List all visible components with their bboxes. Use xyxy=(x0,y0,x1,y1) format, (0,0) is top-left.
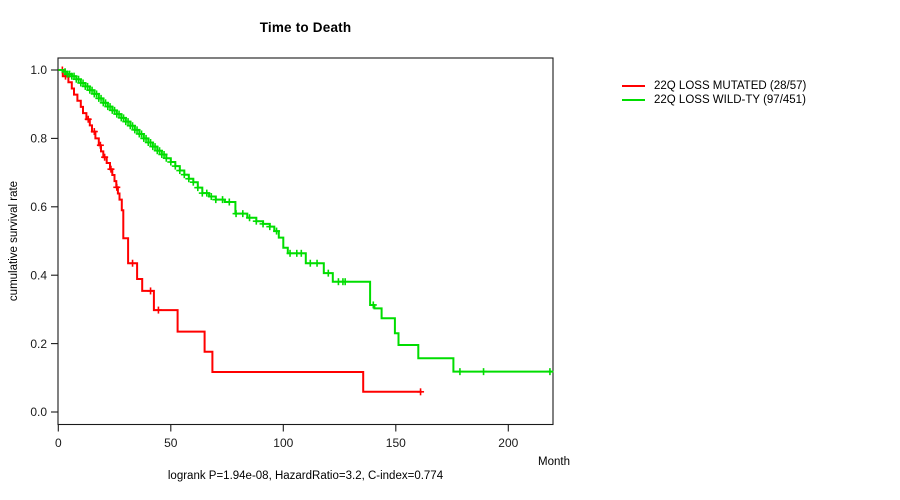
tick-label: 0.6 xyxy=(30,200,47,214)
plot-box xyxy=(57,57,554,426)
tick-label: 200 xyxy=(498,436,518,450)
plot-title: Time to Death xyxy=(259,20,352,35)
x-axis-label: Month xyxy=(538,456,570,468)
y-axis-label: cumulative survival rate xyxy=(8,180,20,302)
tick-label: 0.2 xyxy=(30,337,47,351)
legend: 22Q LOSS MUTATED (28/57) 22Q LOSS WILD-T… xyxy=(622,79,806,107)
legend-line-green-icon xyxy=(622,99,645,101)
stats-annotation: logrank P=1.94e-08, HazardRatio=3.2, C-i… xyxy=(167,470,444,482)
legend-item-mutated: 22Q LOSS MUTATED (28/57) xyxy=(622,79,806,93)
tick-label: 0 xyxy=(55,436,62,450)
tick-label: 150 xyxy=(386,436,406,450)
series-path-1 xyxy=(58,69,553,373)
legend-label-mutated: 22Q LOSS MUTATED (28/57) xyxy=(654,80,807,92)
tick-label: 0.4 xyxy=(30,268,47,282)
tick-label: 50 xyxy=(164,436,178,450)
legend-item-wildtype: 22Q LOSS WILD-TY (97/451) xyxy=(622,93,806,107)
tick-label: 0.0 xyxy=(30,405,47,419)
series-path-0 xyxy=(58,69,422,393)
tick-label: 100 xyxy=(273,436,293,450)
tick-label: 1.0 xyxy=(30,63,47,77)
tick-label: 0.8 xyxy=(30,132,47,146)
legend-line-red-icon xyxy=(622,85,645,87)
legend-label-wildtype: 22Q LOSS WILD-TY (97/451) xyxy=(654,94,806,106)
